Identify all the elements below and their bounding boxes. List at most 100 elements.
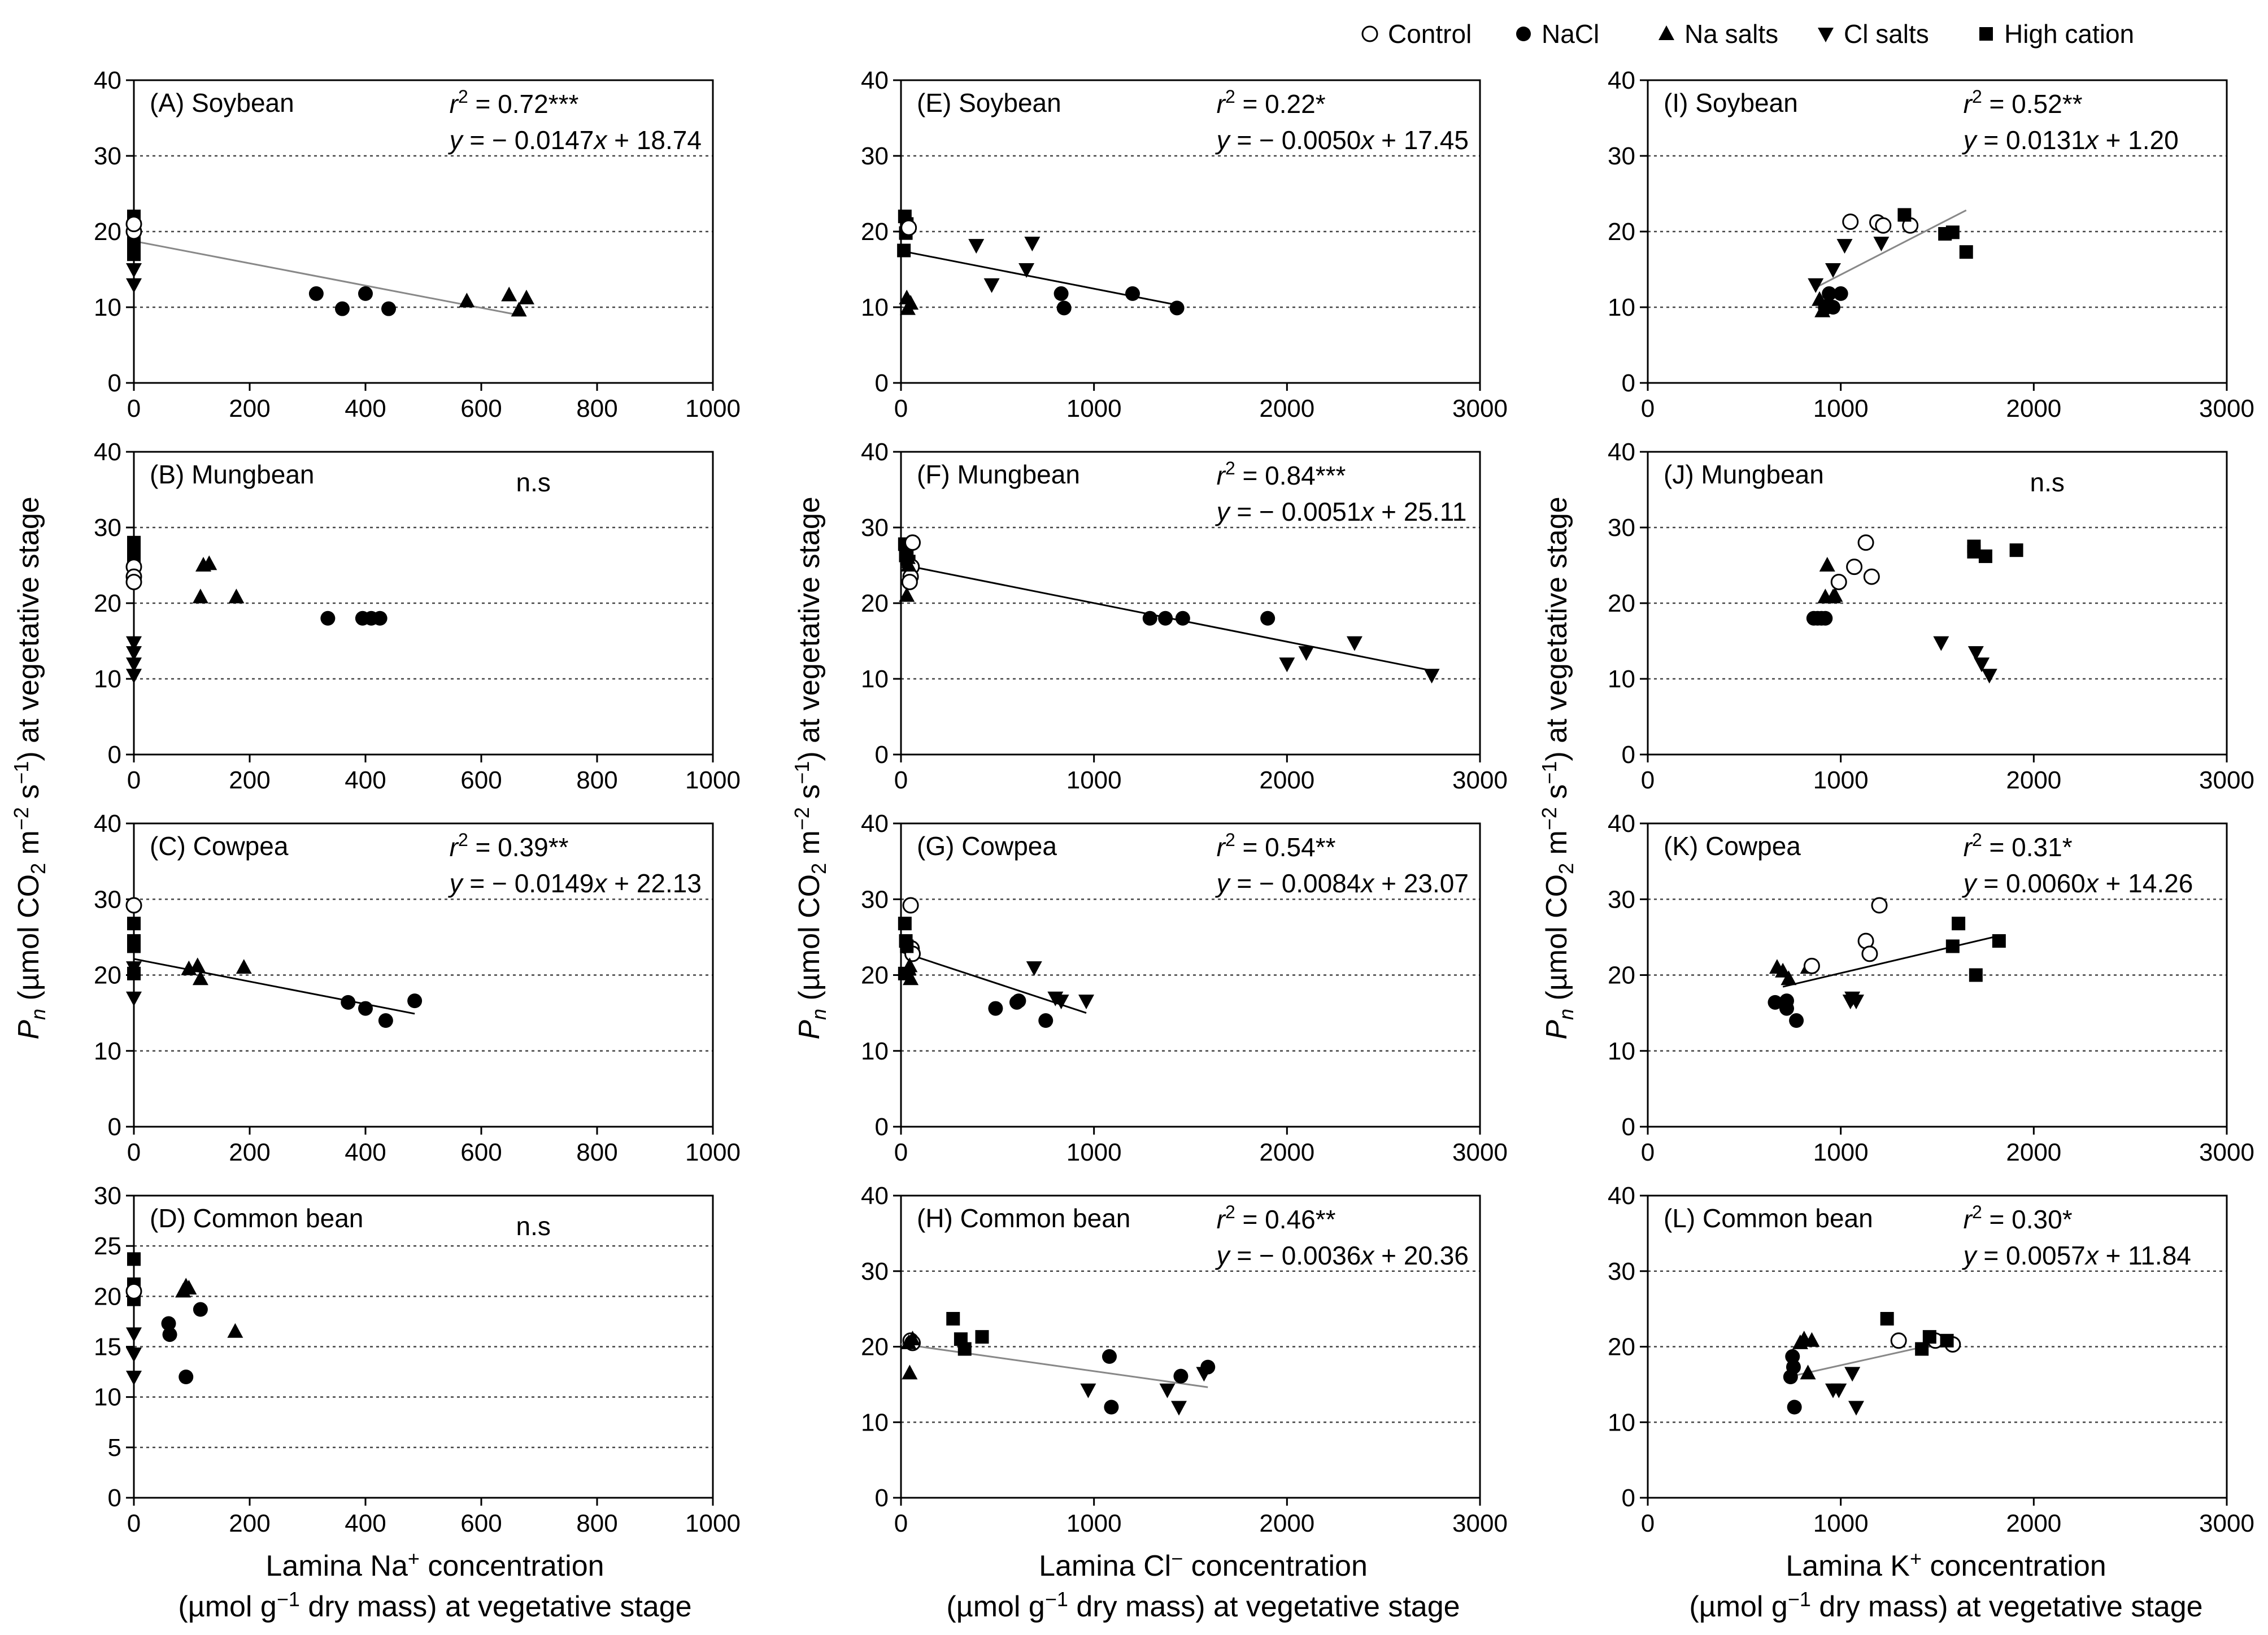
x-tick-label: 1000: [685, 1139, 741, 1166]
na-salts-marker: [1800, 1364, 1816, 1380]
high-cation-marker: [1915, 1342, 1929, 1356]
cl-salts-marker: [1825, 263, 1841, 278]
r-squared-label: r2 = 0.54**: [1217, 830, 1336, 862]
panel-title: (D) Common bean: [150, 1204, 363, 1233]
nacl-marker: [1787, 1399, 1802, 1415]
x-tick-label: 400: [345, 1510, 386, 1537]
x-axis-title-line2: (µmol g−1 dry mass) at vegetative stage: [178, 1588, 691, 1623]
nacl-marker: [378, 1013, 393, 1028]
y-axis-title: Pn (µmol CO2 m−2 s−1) at vegetative stag…: [1538, 496, 1578, 1039]
cl-salts-marker: [1808, 278, 1824, 293]
y-tick-label: 30: [1608, 886, 1635, 913]
x-tick-label: 800: [576, 766, 617, 794]
high-cation-marker: [1952, 917, 1966, 931]
na-salts-marker: [201, 555, 217, 570]
x-tick-label: 1000: [1066, 395, 1122, 422]
y-tick-label: 20: [94, 218, 121, 246]
x-tick-label: 2000: [1259, 395, 1314, 422]
x-tick-label: 200: [229, 766, 270, 794]
cl-salts-marker: [126, 263, 142, 278]
y-tick-label: 40: [1608, 67, 1635, 94]
high-cation-marker: [1940, 1333, 1954, 1348]
cl-salts-marker: [126, 991, 142, 1006]
nacl-marker: [1056, 300, 1072, 316]
high-cation-marker: [127, 1252, 141, 1266]
panel-title: (F) Mungbean: [917, 460, 1080, 489]
x-tick-label: 0: [127, 766, 141, 794]
regression-equation: y = − 0.0050x + 17.45: [1215, 125, 1469, 155]
nacl-marker: [1011, 993, 1026, 1009]
nacl-marker: [162, 1327, 177, 1342]
cl-salts-marker: [126, 1327, 142, 1342]
y-tick-label: 0: [108, 1484, 121, 1512]
legend-na-salts-marker: [1658, 25, 1674, 40]
x-tick-label: 200: [229, 1510, 270, 1537]
y-tick-label: 10: [1608, 665, 1635, 693]
not-significant-label: n.s: [2030, 468, 2065, 497]
r-squared-label: r2 = 0.39**: [450, 830, 569, 862]
cl-salts-marker: [1024, 237, 1041, 252]
not-significant-label: n.s: [516, 468, 551, 497]
y-tick-label: 40: [94, 67, 121, 94]
y-tick-label: 10: [1608, 294, 1635, 321]
y-tick-label: 40: [861, 1182, 889, 1210]
x-tick-label: 2000: [1259, 766, 1314, 794]
x-tick-label: 400: [345, 766, 386, 794]
y-tick-label: 30: [861, 1258, 889, 1285]
regression-equation: y = 0.0057x + 11.84: [1962, 1241, 2191, 1270]
x-tick-label: 800: [576, 1139, 617, 1166]
cl-salts-marker: [1298, 646, 1314, 661]
legend-label-cl: Cl salts: [1844, 19, 1929, 49]
cl-salts-marker: [126, 1347, 142, 1362]
y-tick-label: 30: [861, 142, 889, 170]
control-marker: [1871, 897, 1888, 914]
y-tick-label: 0: [875, 1484, 889, 1512]
y-tick-label: 20: [1608, 590, 1635, 617]
y-tick-label: 10: [861, 294, 889, 321]
y-tick-label: 40: [1608, 810, 1635, 838]
not-significant-label: n.s: [516, 1211, 551, 1241]
r-squared-label: r2 = 0.84***: [1217, 458, 1346, 490]
regression-equation: y = − 0.0149x + 22.13: [448, 869, 702, 898]
x-tick-label: 2000: [2006, 1510, 2061, 1537]
x-tick-label: 0: [1641, 395, 1655, 422]
y-tick-label: 0: [108, 369, 121, 397]
y-tick-label: 0: [1622, 741, 1635, 769]
y-tick-label: 10: [94, 665, 121, 693]
nacl-marker: [407, 993, 423, 1009]
x-tick-label: 1000: [685, 766, 741, 794]
x-tick-label: 1000: [1813, 766, 1869, 794]
high-cation-marker: [897, 243, 911, 258]
r-squared-label: r2 = 0.31*: [1964, 830, 2073, 862]
cl-salts-marker: [1346, 636, 1362, 651]
na-salts-marker: [227, 1323, 243, 1338]
x-tick-label: 1000: [685, 1510, 741, 1537]
nacl-marker: [341, 995, 356, 1010]
nacl-marker: [1768, 995, 1783, 1010]
cl-salts-marker: [1981, 669, 1997, 684]
nacl-marker: [381, 301, 396, 316]
cl-salts-marker: [126, 657, 142, 673]
cl-salts-marker: [1836, 239, 1853, 254]
regression-line: [1782, 935, 2000, 988]
cl-salts-marker: [1026, 961, 1042, 976]
x-axis-title-line1: Lamina Na+ concentration: [265, 1547, 604, 1582]
panel-title: (C) Cowpea: [150, 831, 289, 861]
high-cation-marker: [1945, 939, 1960, 953]
nacl-marker: [1173, 1368, 1189, 1384]
y-tick-label: 20: [861, 962, 889, 989]
nacl-marker: [1789, 1013, 1804, 1028]
y-tick-label: 30: [861, 514, 889, 542]
nacl-marker: [1158, 611, 1173, 626]
nacl-marker: [1785, 1349, 1800, 1364]
panel-F: 0 10 20 30 40 0 1000 2000 3000 (F) Mungbean r2 = 0…: [861, 438, 1508, 794]
x-tick-label: 0: [894, 1139, 908, 1166]
r-squared-label: r2 = 0.52**: [1964, 86, 2083, 119]
x-tick-label: 2000: [2006, 395, 2061, 422]
x-tick-label: 1000: [685, 395, 741, 422]
na-salts-marker: [236, 959, 252, 974]
cl-salts-marker: [1171, 1401, 1187, 1416]
legend-nacl-marker: [1516, 27, 1531, 41]
regression-equation: y = − 0.0147x + 18.74: [448, 125, 702, 155]
x-tick-label: 0: [1641, 1139, 1655, 1166]
